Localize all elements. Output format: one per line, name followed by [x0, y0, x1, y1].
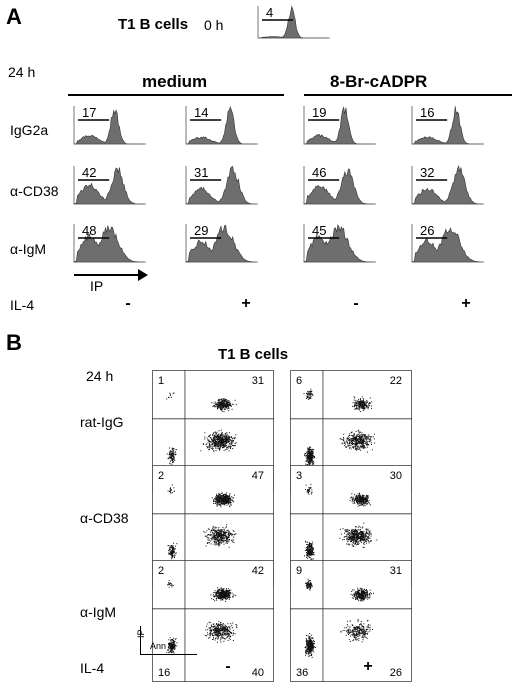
histogram-r1-c1-value: 17 — [82, 105, 96, 120]
histogram-r3-c2-value: 29 — [194, 223, 208, 238]
dotplot-r3-c2: 9 31 36 26 — [290, 560, 412, 682]
dotplot-r2-c1-quad-ur: 47 — [252, 470, 264, 482]
dotplot-r3-c2-quad-ll: 36 — [296, 667, 308, 679]
histogram-r2-c3-value: 46 — [312, 165, 326, 180]
histogram-r2-c3: 46 — [298, 164, 380, 210]
dotplot-r3-c2-quad-ur: 31 — [390, 565, 402, 577]
dotplot-r2-c1-quad-ul: 2 — [158, 470, 164, 482]
row-label-igg2a: IgG2a — [10, 122, 48, 138]
il4-sign-b-1: - — [218, 658, 238, 676]
condition-medium: medium — [142, 72, 207, 92]
histogram-r3-c2: 29 — [180, 222, 262, 268]
panel-a-time24: 24 h — [8, 64, 35, 80]
row-label-b-igm: α-IgM — [80, 604, 116, 620]
histogram-r3-c3-value: 45 — [312, 223, 326, 238]
histogram-r3-c4: 26 — [406, 222, 488, 268]
dotplot-r3-c2-quad-ul: 9 — [296, 565, 302, 577]
ip-arrow — [74, 274, 140, 276]
axis-corner-arrow — [140, 626, 197, 655]
histogram-r3-c1: 48 — [68, 222, 150, 268]
histogram-r1-c2: 14 — [180, 104, 262, 150]
histogram-r2-c1: 42 — [68, 164, 150, 210]
ip-axis-label: IP — [90, 278, 103, 294]
ip-arrow-head — [138, 269, 148, 281]
histogram-0h-value: 4 — [266, 5, 273, 20]
condition-medium-bar — [68, 94, 284, 96]
histogram-r1-c3-value: 19 — [312, 105, 326, 120]
dotplot-r2-c2-quad-ul: 3 — [296, 470, 302, 482]
histogram-r2-c1-value: 42 — [82, 165, 96, 180]
panel-b-time: 24 h — [86, 368, 113, 384]
condition-8br: 8-Br-cADPR — [330, 72, 427, 92]
histogram-r1-c1: 17 — [68, 104, 150, 150]
il4-label-a: IL-4 — [10, 297, 34, 313]
histogram-r3-c3: 45 — [298, 222, 380, 268]
row-label-b-cd38: α-CD38 — [80, 510, 129, 526]
row-label-cd38: α-CD38 — [10, 183, 59, 199]
panel-b-title: T1 B cells — [218, 346, 288, 363]
histogram-0h: 4 — [252, 4, 334, 44]
dotplot-r3-c1-quad-lr: 40 — [252, 667, 264, 679]
dotplot-r1-c1-quad-ur: 31 — [252, 375, 264, 387]
dotplot-r3-c2-quad-lr: 26 — [390, 667, 402, 679]
dotplot-r3-c1-quad-ur: 42 — [252, 565, 264, 577]
il4-sign-a-1: - — [118, 295, 138, 313]
row-label-rat-igg: rat-IgG — [80, 414, 124, 430]
panel-a-title: T1 B cells — [118, 16, 188, 33]
panel-a-time0: 0 h — [204, 17, 223, 33]
dotplot-r3-c2-frame — [291, 561, 412, 682]
il4-sign-a-4: + — [456, 295, 476, 313]
histogram-r3-c4-value: 26 — [420, 223, 434, 238]
histogram-r2-c2: 31 — [180, 164, 262, 210]
dotplot-r1-c2-quad-ur: 22 — [390, 375, 402, 387]
il4-sign-a-3: - — [346, 295, 366, 313]
dotplot-r2-c2-quad-ur: 30 — [390, 470, 402, 482]
histogram-r2-c2-value: 31 — [194, 165, 208, 180]
histogram-r1-c4-value: 16 — [420, 105, 434, 120]
il4-sign-a-2: + — [236, 295, 256, 313]
histogram-r2-c4: 32 — [406, 164, 488, 210]
condition-8br-bar — [304, 94, 512, 96]
il4-sign-b-2: + — [358, 658, 378, 676]
panel-b-letter: B — [6, 330, 22, 356]
il4-label-b: IL-4 — [80, 660, 104, 676]
histogram-r1-c3: 19 — [298, 104, 380, 150]
dotplot-r1-c1-quad-ul: 1 — [158, 375, 164, 387]
row-label-igm: α-IgM — [10, 241, 46, 257]
histogram-r2-c4-value: 32 — [420, 165, 434, 180]
histogram-r1-c2-value: 14 — [194, 105, 208, 120]
dotplot-r3-c1: 2 42 16 40 — [152, 560, 274, 682]
dotplot-r3-c1-quad-ul: 2 — [158, 565, 164, 577]
dotplot-r3-c1-frame — [153, 561, 274, 682]
histogram-r3-c1-value: 48 — [82, 223, 96, 238]
panel-a-letter: A — [6, 4, 22, 30]
histogram-r1-c4: 16 — [406, 104, 488, 150]
dotplot-r1-c2-quad-ul: 6 — [296, 375, 302, 387]
dotplot-r3-c1-quad-ll: 16 — [158, 667, 170, 679]
